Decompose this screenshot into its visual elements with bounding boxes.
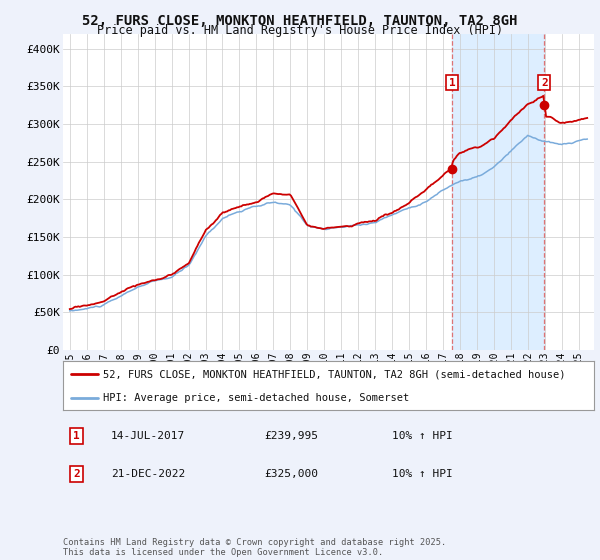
Text: Price paid vs. HM Land Registry's House Price Index (HPI): Price paid vs. HM Land Registry's House … — [97, 24, 503, 37]
Text: 14-JUL-2017: 14-JUL-2017 — [111, 431, 185, 441]
Text: 10% ↑ HPI: 10% ↑ HPI — [392, 431, 453, 441]
Text: 1: 1 — [449, 78, 455, 87]
Text: 2: 2 — [73, 469, 80, 479]
Text: £325,000: £325,000 — [265, 469, 319, 479]
Text: 2: 2 — [541, 78, 548, 87]
Text: 10% ↑ HPI: 10% ↑ HPI — [392, 469, 453, 479]
Text: 52, FURS CLOSE, MONKTON HEATHFIELD, TAUNTON, TA2 8GH: 52, FURS CLOSE, MONKTON HEATHFIELD, TAUN… — [82, 14, 518, 28]
Text: HPI: Average price, semi-detached house, Somerset: HPI: Average price, semi-detached house,… — [103, 393, 409, 403]
Text: 21-DEC-2022: 21-DEC-2022 — [111, 469, 185, 479]
Text: 1: 1 — [73, 431, 80, 441]
Text: £239,995: £239,995 — [265, 431, 319, 441]
Text: Contains HM Land Registry data © Crown copyright and database right 2025.
This d: Contains HM Land Registry data © Crown c… — [63, 538, 446, 557]
Bar — [452, 34, 544, 350]
Text: 52, FURS CLOSE, MONKTON HEATHFIELD, TAUNTON, TA2 8GH (semi-detached house): 52, FURS CLOSE, MONKTON HEATHFIELD, TAUN… — [103, 370, 565, 380]
